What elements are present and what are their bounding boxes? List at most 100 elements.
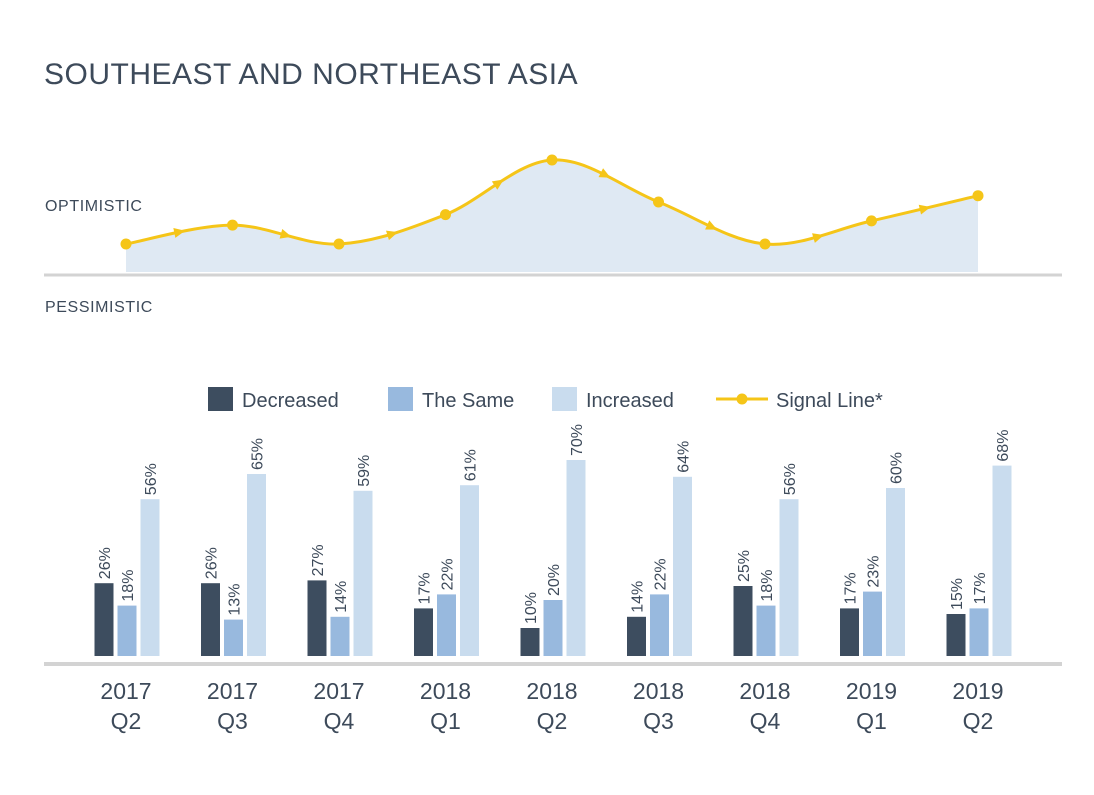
optimistic-label: OPTIMISTIC <box>45 198 143 215</box>
x-tick-quarter: Q3 <box>217 708 248 734</box>
bar-value-label: 56% <box>143 463 160 495</box>
x-tick-year: 2018 <box>526 678 577 704</box>
bar-value-label: 14% <box>333 581 350 613</box>
x-tick-year: 2017 <box>207 678 258 704</box>
x-axis-labels: 2017 Q2 2017 Q3 2017 Q4 2018 Q1 2018 Q2 2018 Q3 2018… <box>100 678 1003 734</box>
signal-point <box>972 190 984 202</box>
legend-label-decreased: Decreased <box>242 390 339 412</box>
bar-increased <box>673 476 692 656</box>
signal-point <box>546 154 558 166</box>
bar-same <box>224 619 243 656</box>
signal-arrow <box>173 228 186 238</box>
signal-arrow <box>812 233 825 243</box>
bar-value-label: 22% <box>653 558 670 590</box>
bar-value-label: 26% <box>97 547 114 579</box>
bar-same <box>969 608 989 656</box>
bar-same <box>437 594 456 656</box>
bar-decreased <box>627 616 646 656</box>
signal-point <box>333 238 345 250</box>
signal-point <box>759 238 771 250</box>
pessimistic-label: PESSIMISTIC <box>45 299 153 316</box>
legend-label-same: The Same <box>422 390 514 412</box>
bar-value-label: 56% <box>782 463 799 495</box>
signal-point <box>653 196 664 208</box>
bar-value-label: 25% <box>736 550 753 582</box>
legend-swatch-decreased <box>208 387 233 411</box>
bar-value-label: 22% <box>440 558 457 590</box>
bar-decreased <box>840 608 859 656</box>
x-tick-year: 2018 <box>633 678 684 704</box>
legend-label-signal: Signal Line* <box>776 390 883 412</box>
signal-point <box>227 219 238 231</box>
bar-value-label: 23% <box>866 556 883 588</box>
bar-increased <box>886 488 905 656</box>
legend-swatch-same <box>388 387 413 411</box>
bar-value-label: 20% <box>546 564 563 596</box>
legend-label-increased: Increased <box>586 390 674 412</box>
x-tick-quarter: Q1 <box>856 708 887 734</box>
bar-value-label: 64% <box>676 441 693 473</box>
bar-increased <box>566 460 586 656</box>
x-tick-quarter: Q4 <box>324 708 355 734</box>
bar-value-label: 18% <box>120 570 137 602</box>
legend-signal-dot <box>736 393 748 405</box>
x-tick-quarter: Q2 <box>963 708 994 734</box>
bar-value-label: 18% <box>759 570 776 602</box>
signal-arrow <box>918 204 931 215</box>
legend: Decreased The Same Increased Signal Line* <box>208 387 883 412</box>
bar-value-label: 26% <box>204 547 221 579</box>
x-tick-year: 2017 <box>100 678 151 704</box>
bar-same <box>117 605 137 656</box>
bar-value-label: 17% <box>417 572 434 604</box>
bar-decreased <box>94 583 114 656</box>
bar-value-label: 70% <box>569 424 586 456</box>
bar-value-label: 17% <box>972 572 989 604</box>
signal-arrow <box>386 230 398 241</box>
x-tick-year: 2017 <box>313 678 364 704</box>
bar-value-label: 17% <box>843 572 860 604</box>
bar-decreased <box>733 586 753 656</box>
signal-arrow <box>598 168 611 178</box>
bar-same <box>863 591 882 656</box>
bar-value-label: 13% <box>227 584 244 616</box>
bar-value-label: 59% <box>356 455 373 487</box>
signal-point <box>120 238 132 250</box>
signal-arrow <box>491 179 504 190</box>
bar-increased <box>460 485 479 656</box>
bar-increased <box>779 499 799 656</box>
legend-swatch-increased <box>552 387 577 411</box>
signal-point <box>440 209 451 221</box>
x-tick-quarter: Q4 <box>750 708 781 734</box>
signal-point <box>866 215 877 227</box>
x-tick-quarter: Q1 <box>430 708 461 734</box>
x-tick-year: 2018 <box>420 678 471 704</box>
chart-title: SOUTHEAST AND NORTHEAST ASIA <box>44 58 578 91</box>
bar-value-label: 60% <box>889 452 906 484</box>
x-tick-year: 2019 <box>846 678 897 704</box>
x-tick-quarter: Q3 <box>643 708 674 734</box>
bar-increased <box>353 490 373 656</box>
bar-value-label: 61% <box>463 449 480 481</box>
bar-value-label: 27% <box>310 544 327 576</box>
signal-arrow <box>279 229 292 239</box>
signal-line-chart <box>120 154 984 272</box>
signal-arrow <box>705 220 718 230</box>
bar-increased <box>247 474 266 656</box>
bar-value-label: 15% <box>949 578 966 610</box>
bar-increased <box>140 499 160 656</box>
bar-value-label: 65% <box>250 438 267 470</box>
bar-value-label: 14% <box>630 581 647 613</box>
bar-decreased <box>201 583 220 656</box>
x-tick-year: 2019 <box>952 678 1003 704</box>
bar-decreased <box>414 608 433 656</box>
x-tick-year: 2018 <box>739 678 790 704</box>
bar-same <box>330 616 350 656</box>
bar-decreased <box>520 628 540 656</box>
signal-area <box>126 159 978 272</box>
bar-increased <box>992 465 1012 656</box>
bar-decreased <box>307 580 327 656</box>
bar-value-label: 10% <box>523 592 540 624</box>
x-tick-quarter: Q2 <box>537 708 568 734</box>
bar-chart: 26% 18% 56% 26% 13% 65% 27% 14% 59% 17% 22% 61% 10% 2… <box>94 424 1012 656</box>
